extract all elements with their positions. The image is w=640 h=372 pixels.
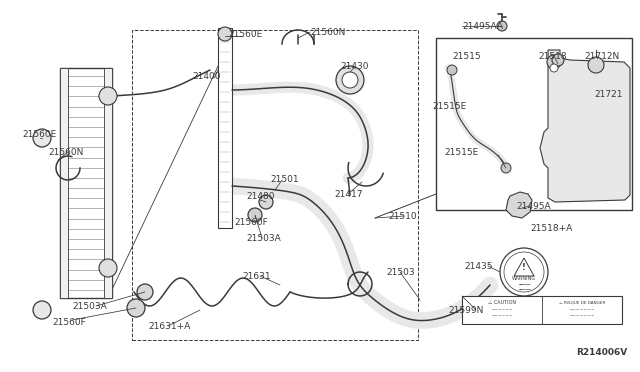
Circle shape (33, 129, 51, 147)
Text: 21515: 21515 (452, 52, 481, 61)
Text: 21518: 21518 (538, 52, 566, 61)
Text: 21599N: 21599N (448, 306, 483, 315)
Circle shape (99, 87, 117, 105)
Text: 21518+A: 21518+A (530, 224, 572, 233)
Text: 21503: 21503 (386, 268, 415, 277)
Circle shape (218, 27, 232, 41)
Circle shape (552, 54, 564, 66)
Text: 21400: 21400 (192, 72, 221, 81)
Text: ─ ─ ─ ─ ─ ─ ─: ─ ─ ─ ─ ─ ─ ─ (570, 308, 595, 312)
Circle shape (99, 259, 117, 277)
Text: 21721: 21721 (594, 90, 623, 99)
Text: 21560E: 21560E (22, 130, 56, 139)
Text: 21495A: 21495A (516, 202, 550, 211)
Text: 21712N: 21712N (584, 52, 620, 61)
Circle shape (497, 21, 507, 31)
Text: ─────: ───── (518, 283, 531, 287)
Bar (104, 68, 112, 298)
Bar (462, 296, 622, 324)
Circle shape (447, 65, 457, 75)
Text: 21560N: 21560N (48, 148, 83, 157)
Text: !: ! (522, 263, 526, 272)
Text: ⚠ CAUTION: ⚠ CAUTION (488, 299, 516, 305)
Bar (436, 38, 632, 210)
Text: R214006V: R214006V (576, 348, 627, 357)
Circle shape (550, 64, 558, 72)
Text: 21503A: 21503A (246, 234, 281, 243)
Text: 21495AA: 21495AA (462, 22, 503, 31)
Text: 21435: 21435 (464, 262, 493, 271)
Text: ─ ─ ─ ─ ─ ─ ─: ─ ─ ─ ─ ─ ─ ─ (570, 314, 595, 318)
Circle shape (248, 208, 262, 222)
Text: ⚠ RISQUE DE DANGER: ⚠ RISQUE DE DANGER (559, 300, 605, 304)
Polygon shape (540, 50, 630, 202)
Text: WARNING: WARNING (512, 276, 536, 282)
Circle shape (336, 66, 364, 94)
Text: 21631: 21631 (242, 272, 271, 281)
Circle shape (547, 55, 561, 69)
Text: ─────: ───── (518, 288, 531, 292)
Text: ─ ─ ─ ─ ─ ─: ─ ─ ─ ─ ─ ─ (492, 308, 513, 312)
Text: 21560N: 21560N (310, 28, 346, 37)
Circle shape (127, 299, 145, 317)
Circle shape (588, 57, 604, 73)
Bar (60, 68, 112, 298)
Circle shape (501, 163, 511, 173)
Circle shape (342, 72, 358, 88)
Circle shape (504, 252, 544, 292)
Circle shape (259, 195, 273, 209)
Text: 21515E: 21515E (432, 102, 467, 111)
Text: 21515E: 21515E (444, 148, 478, 157)
Text: 21510: 21510 (388, 212, 417, 221)
Bar (60, 68, 68, 298)
Text: 21560E: 21560E (228, 30, 262, 39)
Text: 21480: 21480 (246, 192, 275, 201)
Circle shape (500, 248, 548, 296)
Polygon shape (506, 192, 532, 218)
Text: 21417: 21417 (334, 190, 362, 199)
Text: 21631+A: 21631+A (148, 322, 190, 331)
Text: 21560F: 21560F (234, 218, 268, 227)
Text: ─ ─ ─ ─ ─ ─: ─ ─ ─ ─ ─ ─ (492, 314, 513, 318)
Bar (218, 28, 232, 228)
Text: 21430: 21430 (340, 62, 369, 71)
Text: 21501: 21501 (270, 175, 299, 184)
Circle shape (137, 284, 153, 300)
Text: 21560F: 21560F (52, 318, 86, 327)
Text: 21503A: 21503A (72, 302, 107, 311)
Circle shape (33, 301, 51, 319)
